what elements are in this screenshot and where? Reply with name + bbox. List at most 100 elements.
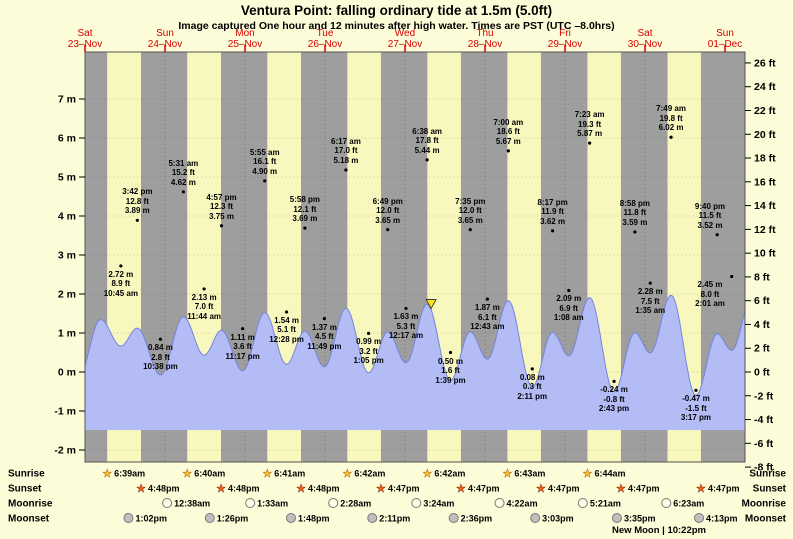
astro-event-time: 6:23am: [673, 499, 704, 509]
day-label-dow: Tue: [317, 28, 334, 39]
sunrise-star: ★: [422, 468, 432, 480]
tide-extreme-dot: [567, 289, 570, 292]
day-label-date: 30–Nov: [628, 39, 662, 50]
day-label-dow: Sun: [716, 28, 734, 39]
sunset-star: ★: [216, 483, 226, 495]
tide-extreme-dot: [507, 149, 510, 152]
sunrise-star: ★: [583, 468, 593, 480]
astro-event-time: 3:03pm: [542, 514, 574, 524]
right-axis-label: 14 ft: [754, 200, 776, 212]
day-label-dow: Wed: [395, 28, 415, 39]
tide-extreme-dot: [159, 338, 162, 341]
left-axis-label: 5 m: [58, 172, 76, 184]
tide-extreme-dot: [203, 287, 206, 290]
day-label-date: 27–Nov: [388, 39, 422, 50]
tide-extreme-dot: [426, 158, 429, 161]
moonset-circle: [695, 514, 704, 523]
astro-event-time: 6:39am: [114, 469, 145, 479]
astro-event-time: 4:47pm: [548, 484, 580, 494]
left-axis-label: 4 m: [58, 211, 76, 223]
tide-extreme-dot: [386, 228, 389, 231]
right-axis-label: -2 ft: [754, 390, 774, 402]
tide-extreme-dot: [220, 224, 223, 227]
day-label-dow: Thu: [476, 28, 493, 39]
day-label-dow: Fri: [559, 28, 571, 39]
left-axis-label: 1 m: [58, 328, 76, 340]
moonset-circle: [449, 514, 458, 523]
astro-event-time: 6:44am: [594, 469, 625, 479]
left-axis-label: -1 m: [54, 406, 76, 418]
astro-event-time: 6:43am: [514, 469, 545, 479]
sunset-star: ★: [296, 483, 306, 495]
astro-event-time: 2:28am: [340, 499, 371, 509]
day-label-date: 25–Nov: [228, 39, 262, 50]
right-axis-label: 10 ft: [754, 248, 776, 260]
astro-event-time: 12:38am: [174, 499, 210, 509]
astro-row-label-left: Sunrise: [8, 469, 45, 480]
astro-event-time: 1:26pm: [217, 514, 249, 524]
tide-extreme-dot: [263, 179, 266, 182]
astro-event-time: 4:47pm: [388, 484, 420, 494]
left-axis-label: -2 m: [54, 445, 76, 457]
astro-event-time: 6:42am: [434, 469, 465, 479]
day-label-date: 24–Nov: [148, 39, 182, 50]
tide-extreme-dot: [716, 233, 719, 236]
right-axis-label: 6 ft: [754, 295, 770, 307]
day-label-date: 26–Nov: [308, 39, 342, 50]
astro-event-time: 1:33am: [257, 499, 288, 509]
astro-event-time: 1:02pm: [135, 514, 167, 524]
day-label-dow: Sat: [77, 28, 92, 39]
astro-row-label-right: Moonset: [745, 514, 787, 525]
sunset-star: ★: [696, 483, 706, 495]
astro-row-label-right: Sunset: [753, 484, 787, 495]
day-label-date: 28–Nov: [468, 39, 502, 50]
moonrise-circle: [662, 499, 671, 508]
tide-extreme-dot: [449, 351, 452, 354]
right-axis-label: 0 ft: [754, 367, 770, 379]
sunset-star: ★: [376, 483, 386, 495]
astro-event-time: 4:13pm: [706, 514, 738, 524]
right-axis-label: 20 ft: [754, 129, 776, 141]
tide-extreme-dot: [241, 327, 244, 330]
tide-extreme-dot: [551, 229, 554, 232]
tide-extreme-dot: [649, 281, 652, 284]
moonrise-circle: [163, 499, 172, 508]
right-axis-label: 2 ft: [754, 343, 770, 355]
astro-row-label-right: Sunrise: [749, 469, 786, 480]
right-axis-label: -6 ft: [754, 438, 774, 450]
astro-event-time: 3:35pm: [624, 514, 656, 524]
moonset-circle: [531, 514, 540, 523]
tide-extreme-dot: [588, 141, 591, 144]
moonrise-circle: [329, 499, 338, 508]
tide-extreme-dot: [367, 332, 370, 335]
left-axis-label: 3 m: [58, 250, 76, 262]
astro-event-time: 6:40am: [194, 469, 225, 479]
astro-row-label-left: Moonset: [8, 514, 50, 525]
astro-row-label-right: Moonrise: [742, 499, 787, 510]
new-moon-label: New Moon | 10:22pm: [612, 525, 706, 536]
astro-event-time: 2:36pm: [461, 514, 493, 524]
sunrise-star: ★: [342, 468, 352, 480]
astro-event-time: 6:41am: [274, 469, 305, 479]
sunset-star: ★: [616, 483, 626, 495]
sunrise-star: ★: [182, 468, 192, 480]
left-axis-label: 7 m: [58, 94, 76, 106]
astro-event-time: 4:47pm: [628, 484, 660, 494]
day-label-dow: Sun: [156, 28, 174, 39]
left-axis-label: 0 m: [58, 367, 76, 379]
sunrise-star: ★: [262, 468, 272, 480]
day-label-dow: Mon: [235, 28, 254, 39]
tide-chart: 7 m6 m5 m4 m3 m2 m1 m0 m-1 m-2 m26 ft24 …: [0, 0, 793, 539]
tide-extreme-dot: [694, 389, 697, 392]
tide-extreme-dot: [531, 367, 534, 370]
astro-event-time: 3:24am: [423, 499, 454, 509]
day-label-date: 23–Nov: [68, 39, 102, 50]
astro-event-time: 4:47pm: [468, 484, 500, 494]
tide-extreme-dot: [285, 310, 288, 313]
right-axis-label: 22 ft: [754, 105, 776, 117]
right-axis-label: 8 ft: [754, 271, 770, 283]
right-axis-label: 12 ft: [754, 224, 776, 236]
sunrise-star: ★: [502, 468, 512, 480]
moonset-circle: [287, 514, 296, 523]
moonrise-circle: [412, 499, 421, 508]
